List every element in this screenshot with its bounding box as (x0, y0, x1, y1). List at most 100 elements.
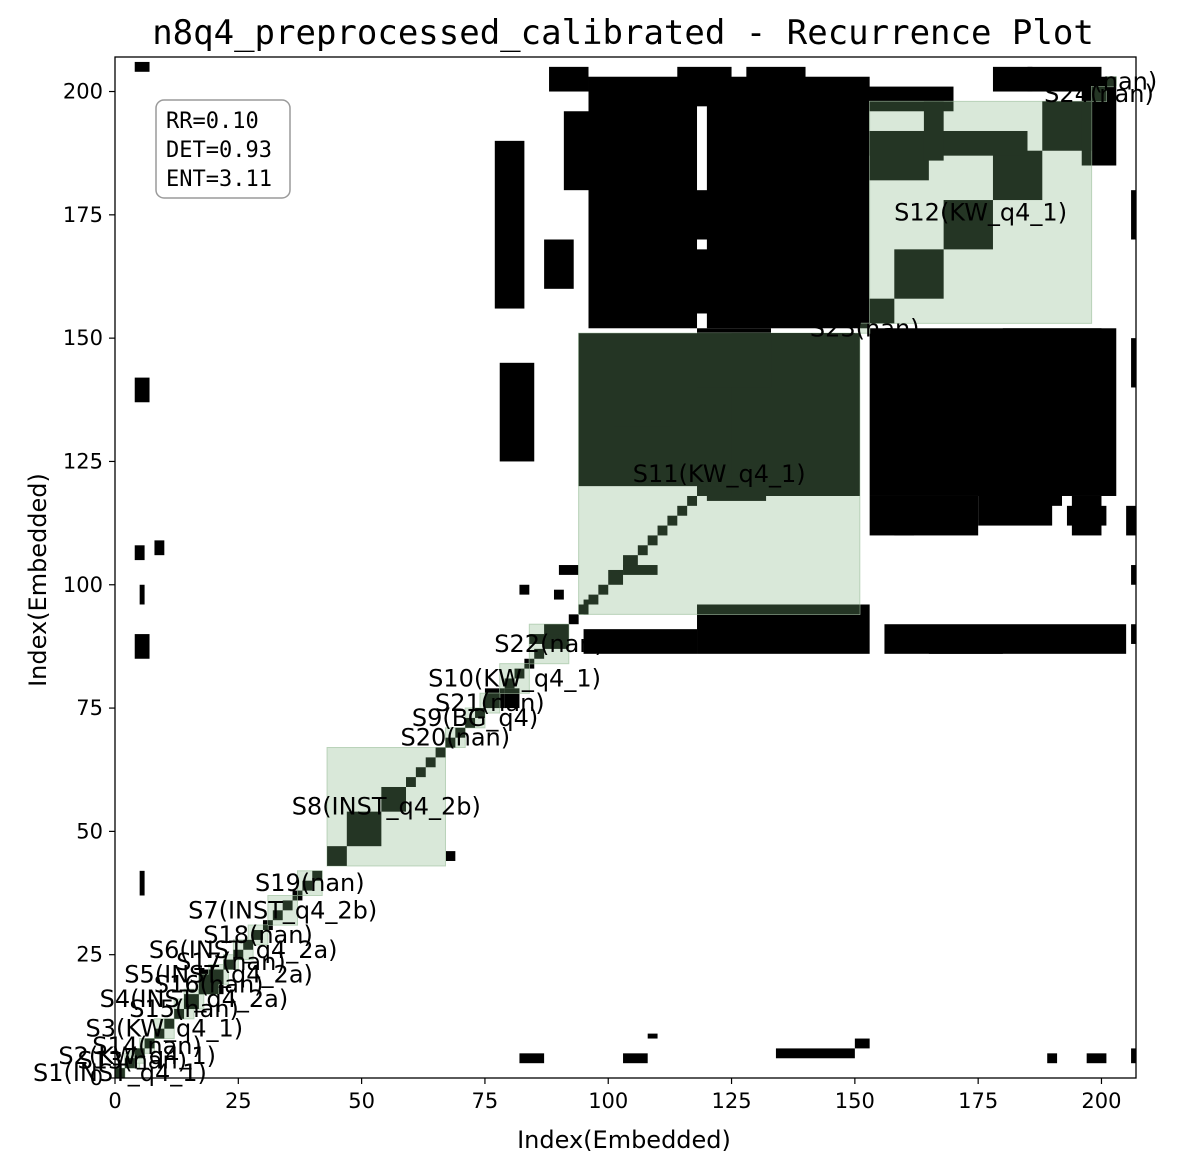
stats-ent: ENT=3.11 (166, 167, 272, 192)
recurrence-overlap-7 (154, 1028, 165, 1039)
recurrence-overlap-70 (697, 604, 860, 615)
recurrence-overlap-22 (262, 925, 268, 931)
segment-label-7: S16(nan) (154, 970, 264, 998)
recurrence-overlap-55 (608, 569, 624, 585)
recurrence-overlap-31 (346, 811, 382, 847)
recurrence-region-16 (499, 362, 535, 462)
recurrence-region-56 (134, 634, 150, 659)
recurrence-overlap-81 (869, 101, 954, 112)
segment-label-20: S11(KW_q4_1) (633, 460, 806, 488)
recurrence-region-50 (1047, 1053, 1058, 1064)
recurrence-overlap-37 (445, 737, 456, 748)
recurrence-overlap-24 (272, 910, 283, 921)
recurrence-region-32 (1017, 338, 1053, 487)
recurrence-block-36 (568, 614, 579, 625)
recurrence-overlap-43 (499, 688, 505, 694)
recurrence-overlap-39 (465, 717, 476, 728)
recurrence-region-60 (1131, 338, 1136, 388)
recurrence-overlap-18 (233, 949, 244, 960)
recurrence-region-22 (627, 150, 638, 201)
recurrence-overlap-57 (637, 545, 648, 556)
recurrence-region-51 (1086, 1053, 1107, 1064)
recurrence-overlap-33 (406, 777, 416, 787)
recurrence-region-34 (1027, 66, 1102, 92)
segment-labels: S1(INST_q4_1)S13(nan)S2(KW_q4_1)S14(nan)… (33, 68, 1157, 1087)
recurrence-overlap-79 (869, 130, 929, 181)
y-tick-label-4: 100 (63, 573, 103, 597)
recurrence-overlap-1 (124, 1058, 135, 1069)
recurrence-overlap-5 (139, 1048, 145, 1054)
x-axis: 0 25 50 75 100 125 150 175 200 (108, 1078, 1122, 1113)
recurrence-region-20 (563, 111, 599, 191)
chart-title: n8q4_preprocessed_calibrated - Recurrenc… (152, 13, 1094, 53)
stats-box: RR=0.10 DET=0.93 ENT=3.11 (155, 99, 291, 199)
segment-label-17: S21(nan) (435, 689, 545, 717)
y-tick-label-7: 175 (63, 203, 103, 227)
segment-label-9: S17(nan) (176, 948, 286, 976)
segment-label-22: S12(KW_q4_1) (894, 198, 1067, 226)
recurrence-overlap-67 (613, 426, 673, 467)
recurrence-region-27 (682, 190, 737, 240)
y-axis: 0 25 50 75 100 125 150 175 200 (63, 80, 115, 1090)
recurrence-overlap-58 (647, 535, 658, 546)
recurrence-region-11 (928, 634, 1003, 654)
recurrence-region-53 (647, 1033, 658, 1039)
recurrence-region-40 (785, 200, 855, 215)
recurrence-region-52 (1131, 1048, 1136, 1064)
recurrence-overlap-23 (267, 920, 273, 926)
x-tick-label-6: 150 (835, 1089, 875, 1113)
recurrence-overlap-3 (129, 1058, 135, 1064)
y-tick-label-0: 0 (90, 1066, 103, 1090)
segment-label-21: S23(nan) (810, 314, 920, 342)
y-tick-label-5: 125 (63, 449, 103, 473)
segment-label-16: S9(BG_q4) (412, 704, 538, 732)
recurrence-region-62 (1131, 565, 1136, 585)
recurrence-overlap-48 (529, 658, 535, 664)
recurrence-region-49 (775, 1048, 855, 1059)
x-tick-label-3: 75 (472, 1089, 499, 1113)
recurrence-overlap-61 (677, 505, 688, 516)
recurrence-region-18 (494, 140, 525, 309)
recurrence-overlap-28 (302, 880, 313, 891)
recurrence-overlap-80 (1081, 101, 1092, 166)
x-tick-label-5: 125 (711, 1089, 751, 1113)
recurrence-overlap-6 (144, 1038, 155, 1049)
recurrence-overlap-82 (923, 101, 944, 161)
x-axis-label: Index(Embedded) (517, 1126, 731, 1154)
recurrence-overlap-14 (208, 969, 224, 985)
recurrence-overlap-76 (992, 150, 1043, 201)
recurrence-block-57 (445, 851, 456, 861)
x-tick-label-1: 25 (225, 1089, 252, 1113)
x-tick-label-2: 50 (348, 1089, 375, 1113)
y-tick-label-8: 200 (63, 80, 103, 104)
segment-label-19: S22(nan) (494, 630, 604, 658)
recurrence-block-58 (553, 589, 564, 600)
recurrence-region-24 (795, 155, 855, 191)
recurrence-region-48 (623, 1053, 648, 1064)
recurrence-overlap-11 (184, 994, 199, 1009)
recurrence-overlap-62 (687, 495, 698, 506)
recurrence-region-59 (134, 61, 150, 72)
recurrence-region-36 (746, 66, 806, 102)
segment-label-6: S4(INST_q4_2a) (100, 985, 289, 1013)
recurrence-overlap-47 (504, 688, 520, 694)
recurrence-overlap-36 (435, 747, 446, 758)
segment-label-5: S15(nan) (129, 995, 239, 1023)
recurrence-region-55 (134, 377, 150, 403)
x-tick-label-0: 0 (108, 1089, 121, 1113)
recurrence-overlap-53 (588, 594, 599, 605)
recurrence-overlap-25 (282, 900, 293, 911)
y-tick-label-3: 75 (76, 696, 103, 720)
recurrence-overlap-29 (312, 870, 323, 881)
recurrence-overlap-0 (115, 1068, 125, 1078)
recurrence-region-9 (583, 629, 698, 654)
recurrence-block-55 (139, 870, 145, 896)
stats-rr: RR=0.10 (166, 109, 259, 134)
recurrence-region-57 (134, 545, 145, 561)
recurrence-overlap-72 (859, 323, 870, 329)
recurrence-region-21 (549, 66, 589, 92)
recurrence-overlap-73 (869, 298, 895, 324)
recurrence-overlap-75 (943, 200, 993, 250)
segment-label-10: S6(INST_q4_2a) (149, 936, 338, 964)
recurrence-overlap-60 (667, 515, 678, 526)
